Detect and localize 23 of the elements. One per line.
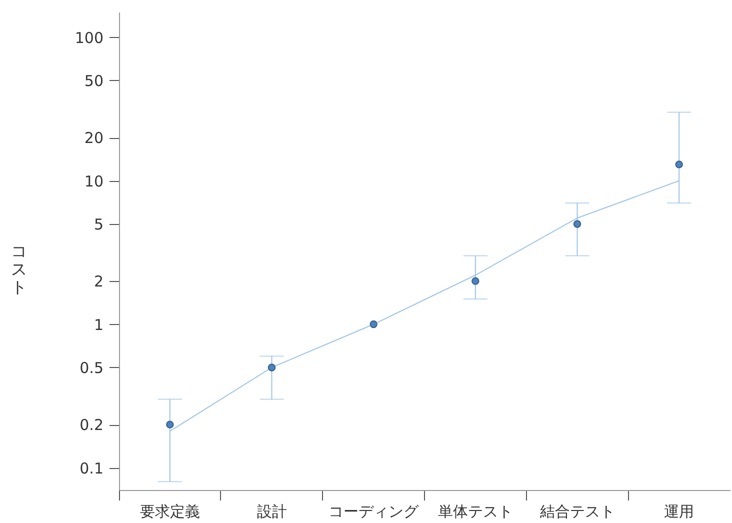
y-tick-label: 1 (94, 316, 104, 334)
point (472, 277, 480, 285)
point (573, 220, 582, 228)
point (675, 160, 683, 168)
y-axis-title: コスト (10, 242, 27, 296)
x-tick-label: 運用 (664, 502, 694, 520)
point (370, 320, 378, 328)
y-tick-label: 0.2 (80, 416, 104, 434)
y-tick-label: 0.5 (80, 358, 104, 377)
y-tick-label: 10 (84, 172, 104, 190)
y-tick-label: 2 (94, 272, 104, 291)
x-tick-label: 要求定義 (140, 502, 200, 520)
point (166, 420, 174, 428)
x-tick-label: 結合テスト (538, 502, 615, 520)
y-tick-label: 5 (94, 215, 104, 234)
x-tick-label: 単体テスト (438, 502, 513, 520)
y-tick-label: 100 (74, 28, 104, 47)
y-tick-label: 0.1 (80, 459, 104, 478)
x-tick-label: コーディング (328, 502, 420, 520)
y-tick-label: 20 (84, 129, 104, 148)
point (268, 364, 276, 372)
y-tick-label: 50 (84, 72, 104, 90)
x-tick-label: 設計 (256, 502, 287, 520)
